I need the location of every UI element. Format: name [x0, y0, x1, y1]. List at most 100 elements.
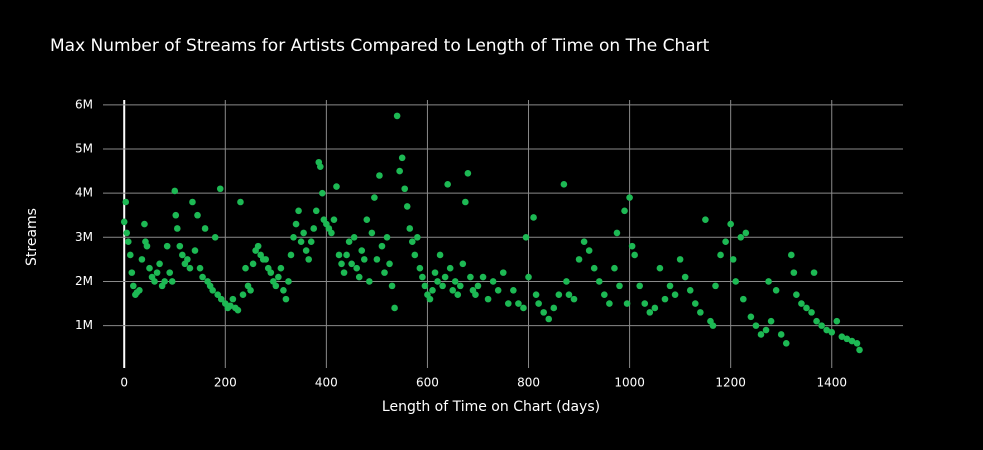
point — [765, 278, 772, 285]
point — [848, 337, 856, 345]
point — [401, 185, 409, 193]
x-tick-label: 400 — [315, 376, 338, 390]
point — [702, 216, 709, 223]
point — [484, 295, 492, 303]
point — [345, 238, 353, 246]
point — [426, 295, 434, 303]
point — [828, 328, 836, 336]
x-tick-label: 1000 — [614, 376, 645, 390]
point — [505, 300, 512, 307]
point — [179, 251, 186, 259]
point — [479, 273, 487, 281]
point — [292, 220, 300, 228]
point — [335, 251, 343, 259]
point — [189, 198, 196, 206]
point — [777, 331, 785, 338]
point — [300, 229, 307, 237]
point — [856, 346, 863, 354]
point — [307, 238, 315, 246]
point — [272, 282, 280, 290]
point — [196, 264, 204, 272]
point — [386, 260, 393, 268]
point — [565, 291, 573, 299]
point — [464, 169, 472, 177]
point — [510, 286, 517, 294]
point — [126, 251, 134, 259]
point — [280, 286, 287, 294]
point — [772, 286, 780, 294]
point — [727, 220, 734, 228]
point — [451, 278, 459, 285]
point — [398, 154, 406, 162]
point — [757, 331, 765, 338]
point — [467, 273, 474, 281]
point — [606, 300, 613, 307]
point — [838, 333, 846, 340]
point — [275, 273, 282, 281]
point — [520, 304, 527, 312]
point — [590, 264, 598, 272]
point — [378, 242, 386, 250]
point — [449, 286, 457, 294]
point — [371, 194, 378, 201]
point — [431, 269, 439, 276]
y-tick-label: 2M — [75, 274, 93, 288]
point — [416, 264, 424, 272]
point — [459, 260, 467, 268]
point — [691, 300, 699, 307]
point — [184, 256, 191, 263]
point — [393, 112, 401, 120]
point — [343, 251, 350, 259]
point — [550, 304, 558, 312]
point — [737, 234, 745, 241]
point — [681, 273, 689, 281]
point — [123, 229, 131, 237]
point — [472, 291, 479, 299]
point — [616, 282, 623, 290]
point — [823, 326, 830, 334]
point — [462, 198, 469, 206]
point — [555, 291, 563, 299]
point — [732, 278, 740, 285]
point — [166, 269, 174, 276]
point — [666, 282, 674, 290]
point — [646, 309, 654, 316]
point — [446, 264, 454, 272]
point — [661, 295, 669, 303]
x-tick-label: 1400 — [816, 376, 847, 390]
point — [560, 181, 568, 188]
point — [254, 242, 262, 250]
point — [151, 278, 158, 285]
point — [214, 291, 222, 299]
point — [434, 278, 441, 285]
point — [138, 256, 146, 263]
point — [330, 216, 338, 223]
point — [623, 300, 631, 307]
point — [752, 322, 760, 329]
point — [570, 295, 578, 303]
point — [285, 278, 292, 285]
point — [358, 247, 366, 254]
point — [818, 322, 825, 329]
y-axis-title: Streams — [24, 208, 40, 266]
point — [388, 282, 396, 290]
point — [414, 234, 421, 241]
point — [408, 238, 416, 246]
point — [628, 242, 636, 250]
point — [242, 264, 249, 272]
point — [419, 273, 426, 281]
point — [489, 278, 497, 285]
point — [747, 313, 755, 321]
point — [808, 309, 815, 316]
point — [290, 234, 297, 241]
point — [525, 273, 532, 281]
x-tick-label: 800 — [517, 376, 540, 390]
point — [626, 194, 633, 201]
point — [173, 225, 181, 232]
point — [499, 269, 507, 276]
point — [143, 242, 151, 250]
point — [128, 269, 136, 276]
point — [810, 269, 818, 276]
